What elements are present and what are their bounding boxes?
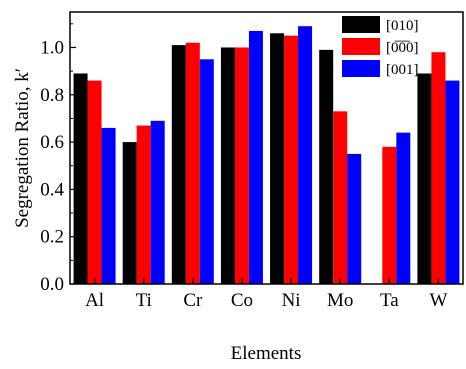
- bar-w-series-3: [445, 80, 460, 284]
- bar-w-series-1: [417, 73, 432, 284]
- legend-label-1: [010]: [386, 18, 419, 34]
- x-tick-label-co: Co: [231, 290, 253, 311]
- bar-ti-series-2: [136, 125, 151, 285]
- bar-co-series-2: [234, 47, 249, 285]
- bar-mo-series-1: [319, 49, 334, 285]
- y-tick-label: 0.6: [40, 132, 64, 153]
- bar-ta-series-3: [396, 132, 411, 284]
- legend-swatch-2: [342, 38, 380, 55]
- bar-ta-series-2: [382, 146, 397, 284]
- bar-cr-series-1: [171, 45, 186, 285]
- legend-swatch-1: [342, 16, 380, 33]
- x-tick-label-ni: Ni: [282, 290, 301, 311]
- axis-ticks: [70, 23, 440, 285]
- bar-w-series-2: [431, 52, 446, 284]
- y-tick-label: 0.8: [40, 85, 64, 106]
- bar-ni-series-1: [270, 33, 285, 284]
- x-tick-label-mo: Mo: [327, 290, 353, 311]
- x-tick-label-cr: Cr: [183, 290, 203, 311]
- bar-ti-series-3: [150, 120, 165, 284]
- bar-co-series-1: [220, 47, 235, 285]
- x-tick-label-al: Al: [85, 290, 104, 311]
- x-tick-label-ta: Ta: [380, 290, 399, 311]
- bar-cr-series-2: [185, 42, 200, 284]
- bar-mo-series-2: [333, 111, 348, 284]
- bar-ni-series-2: [284, 35, 299, 284]
- bar-ti-series-1: [122, 142, 137, 284]
- bar-cr-series-3: [199, 59, 214, 284]
- bar-mo-series-3: [347, 153, 362, 284]
- y-tick-labels: 0.0 0.2 0.4 0.6 0.8 1.0: [40, 37, 64, 295]
- x-tick-label-w: W: [429, 290, 447, 311]
- bar-co-series-3: [248, 30, 263, 285]
- y-tick-label: 0.2: [40, 227, 64, 248]
- plot-frame: [69, 11, 464, 285]
- legend-swatch-3: [342, 60, 380, 77]
- legend: [010] [0̅0̅0] [001]: [342, 16, 419, 78]
- x-axis-title: Elements: [231, 343, 302, 364]
- bar-al-series-1: [73, 73, 88, 284]
- y-tick-label: 0.4: [40, 179, 64, 200]
- bar-al-series-2: [87, 80, 102, 284]
- bar-al-series-3: [101, 127, 116, 284]
- bar-ni-series-3: [298, 26, 313, 284]
- legend-label-3: [001]: [386, 62, 419, 78]
- x-tick-labels: Al Ti Cr Co Ni Mo Ta W: [85, 290, 447, 311]
- y-tick-label: 1.0: [40, 37, 64, 58]
- y-axis-title: Segregation Ratio, k′: [12, 68, 33, 228]
- y-tick-label: 0.0: [40, 274, 64, 295]
- legend-label-2: [0̅0̅0]: [386, 40, 419, 56]
- bars-layer: [73, 26, 460, 285]
- x-tick-label-ti: Ti: [136, 290, 152, 311]
